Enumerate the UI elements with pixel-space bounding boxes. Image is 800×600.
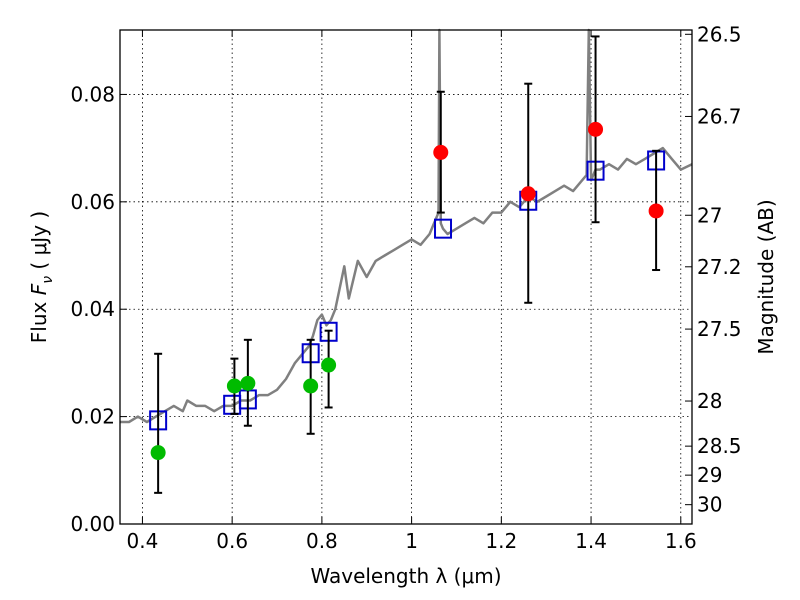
mag-tick-label: 27 [697, 203, 722, 227]
mag-tick-label: 28.5 [697, 434, 742, 458]
observed-detections-point [303, 378, 319, 394]
observed-detections-point [240, 375, 256, 391]
mag-tick-label: 30 [697, 493, 722, 517]
y-tick-label: 0.00 [70, 512, 115, 536]
grid-lines [120, 30, 692, 524]
y-tick-label: 0.02 [70, 405, 115, 429]
mag-tick-label: 26.7 [697, 104, 742, 128]
observed-upper-point [520, 186, 536, 202]
observed-detections-point [150, 445, 166, 461]
observed-detections-point [226, 378, 242, 394]
y-tick-label: 0.08 [70, 82, 115, 106]
y2-axis-label: Magnitude (AB) [754, 199, 778, 354]
x-tick-label: 1.4 [575, 529, 607, 553]
observed-upper-point [588, 121, 604, 137]
axis-ticks: 0.4 0.6 0.8 1 1.2 1.4 1.6 0.00 0.02 0.04 0.06 0.08 2… [70, 22, 741, 553]
x-tick-label: 1 [405, 529, 418, 553]
model-spectrum-line [120, 28, 693, 424]
x-tick-label: 0.4 [127, 529, 159, 553]
y-tick-label: 0.06 [70, 190, 115, 214]
x-tick-label: 1.2 [485, 529, 517, 553]
x-tick-label: 1.6 [665, 529, 697, 553]
mag-tick-label: 28 [697, 389, 722, 413]
y-tick-label: 0.04 [70, 297, 115, 321]
model-photometry-point [434, 218, 453, 239]
axes-frame [119, 29, 693, 525]
mag-tick-label: 26.5 [697, 22, 742, 46]
x-tick-label: 0.6 [216, 529, 248, 553]
observed-detections-point [321, 357, 337, 373]
x-axis-label: Wavelength λ (μm) [310, 564, 501, 588]
y-axis-label: Flux Fν ( μJy ) [27, 211, 56, 343]
plot-area [120, 28, 693, 494]
observed-upper-point [433, 144, 449, 160]
mag-tick-label: 29 [697, 463, 722, 487]
mag-tick-label: 27.2 [697, 255, 742, 279]
mag-tick-label: 27.5 [697, 317, 742, 341]
observed-upper-point [648, 203, 664, 219]
x-tick-label: 0.8 [306, 529, 338, 553]
